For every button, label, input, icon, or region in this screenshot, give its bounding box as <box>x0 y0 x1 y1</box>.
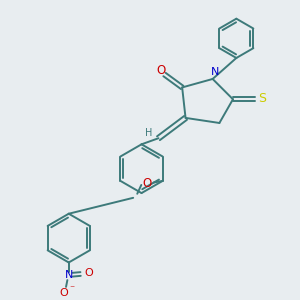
Text: O: O <box>142 177 152 190</box>
Text: O: O <box>60 288 68 298</box>
Text: O: O <box>85 268 93 278</box>
Text: N: N <box>64 270 73 280</box>
Text: O: O <box>157 64 166 77</box>
Text: ⁻: ⁻ <box>69 284 74 294</box>
Text: S: S <box>258 92 266 105</box>
Text: N: N <box>211 67 219 77</box>
Text: H: H <box>145 128 152 138</box>
